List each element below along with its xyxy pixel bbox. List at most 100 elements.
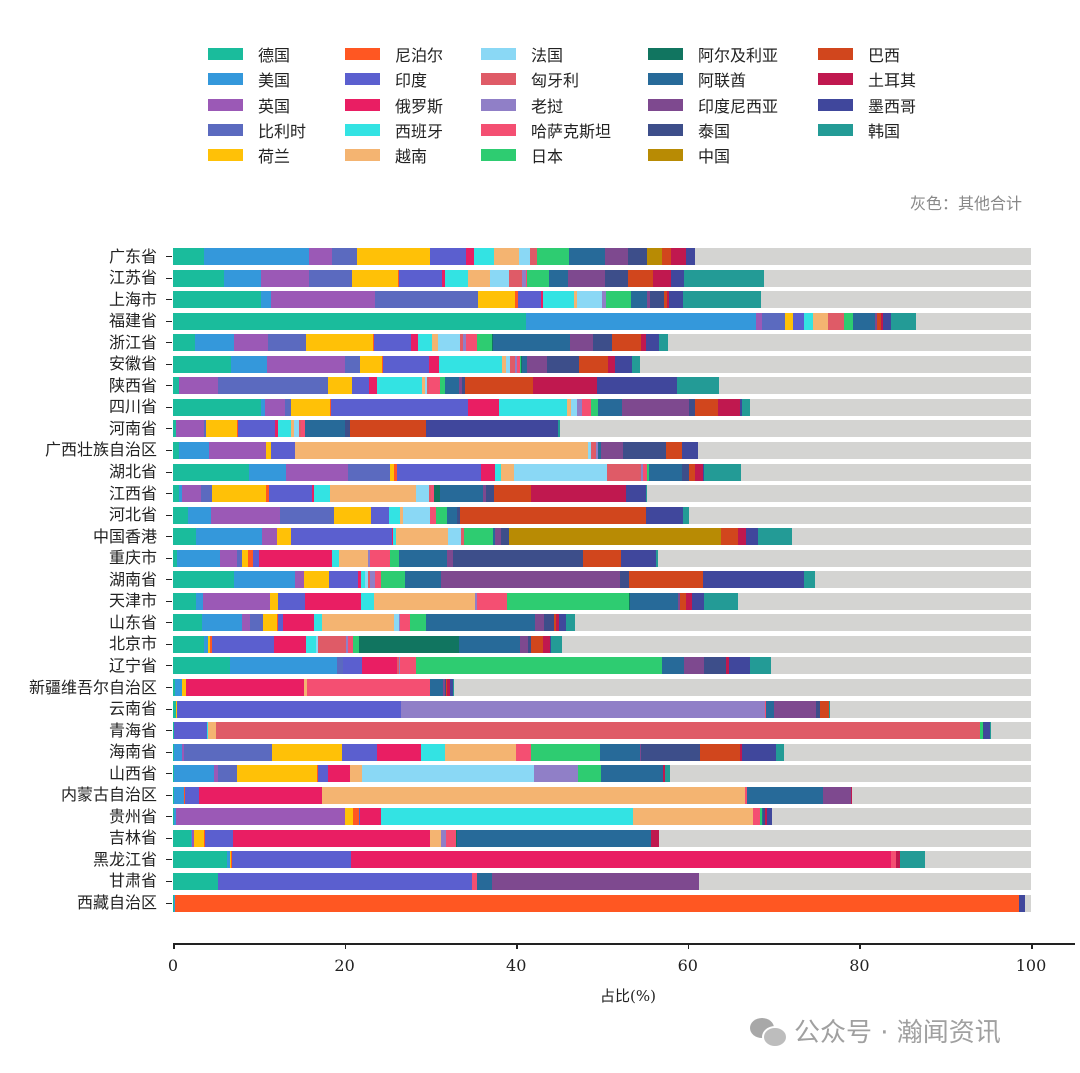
bar-segment bbox=[443, 679, 445, 696]
legend-swatch bbox=[345, 98, 380, 111]
bar-segment bbox=[415, 657, 662, 675]
bar-segment bbox=[500, 528, 510, 546]
legend-label: 越南 bbox=[395, 147, 428, 167]
bar-segment bbox=[646, 334, 660, 352]
bar-segment bbox=[203, 829, 205, 847]
bar-segment bbox=[683, 291, 761, 309]
category-label: 黑龙江省 bbox=[92, 849, 157, 869]
stacked-bar bbox=[173, 485, 1031, 503]
legend-item: 荷兰 bbox=[208, 145, 290, 166]
bar-segment bbox=[393, 528, 397, 546]
bar-segment bbox=[447, 679, 451, 696]
bar-segment bbox=[398, 614, 401, 632]
bar-segment bbox=[430, 679, 444, 696]
bar-segment bbox=[684, 657, 705, 675]
bar-segment bbox=[212, 485, 267, 503]
bar-segment bbox=[447, 506, 457, 524]
bar-segment bbox=[173, 312, 527, 330]
bar-segment bbox=[816, 700, 820, 718]
stacked-bar bbox=[173, 743, 1031, 761]
bar-segment bbox=[542, 291, 575, 309]
x-axis-label: 占比(%) bbox=[600, 987, 656, 1005]
x-tick bbox=[859, 943, 861, 949]
bar-segment bbox=[471, 872, 477, 890]
bar-segment bbox=[276, 528, 292, 546]
bar-segment bbox=[184, 786, 185, 804]
stacked-bar bbox=[173, 312, 1031, 330]
bar-segment bbox=[527, 355, 547, 373]
legend-label: 阿联酋 bbox=[698, 71, 747, 91]
bar-segment bbox=[209, 441, 266, 459]
y-tick bbox=[166, 622, 172, 624]
y-tick bbox=[166, 256, 172, 257]
y-tick bbox=[166, 880, 172, 882]
legend-item: 中国 bbox=[648, 145, 730, 166]
bar-segment bbox=[494, 463, 501, 481]
category-label: 北京市 bbox=[108, 634, 157, 654]
bar-segment bbox=[883, 312, 892, 330]
bar-segment bbox=[173, 700, 176, 718]
legend-swatch bbox=[481, 149, 516, 162]
bar-segment bbox=[493, 248, 519, 265]
bar-segment bbox=[590, 398, 598, 416]
bar-segment bbox=[389, 506, 401, 524]
bar-segment bbox=[233, 571, 295, 589]
bar-segment bbox=[577, 765, 601, 783]
category-label: 新疆维吾尔自治区 bbox=[28, 677, 157, 697]
bar-segment bbox=[628, 248, 648, 265]
legend-item: 俄罗斯 bbox=[345, 95, 443, 116]
legend-item: 德国 bbox=[208, 44, 290, 65]
bar-segment bbox=[460, 334, 463, 352]
bar-segment bbox=[625, 485, 646, 503]
bar-segment bbox=[432, 334, 439, 352]
bar-segment bbox=[596, 377, 678, 395]
bar-segment bbox=[399, 657, 401, 675]
bar-segment bbox=[631, 355, 640, 373]
bar-segment bbox=[688, 463, 696, 481]
bar-segment bbox=[853, 312, 875, 330]
bar-segment bbox=[220, 549, 238, 567]
legend-item: 阿联酋 bbox=[648, 69, 747, 91]
bar-segment bbox=[394, 614, 399, 632]
legend-item: 越南 bbox=[345, 145, 428, 167]
bar-segment bbox=[187, 506, 211, 524]
bar-segment bbox=[681, 463, 689, 481]
bar-segment bbox=[607, 355, 615, 373]
bar-segment bbox=[983, 722, 990, 740]
bar-segment bbox=[728, 657, 751, 675]
bar-segment bbox=[522, 355, 528, 373]
legend-label: 泰国 bbox=[698, 121, 731, 141]
bar-segment bbox=[425, 377, 427, 395]
bar-segment bbox=[179, 441, 210, 459]
legend-swatch bbox=[208, 48, 243, 60]
bar-segment bbox=[536, 248, 570, 265]
legend-item: 英国 bbox=[208, 95, 290, 116]
bar-segment bbox=[505, 355, 511, 373]
bar-segment bbox=[695, 463, 704, 481]
bar-segment bbox=[317, 635, 347, 653]
bar-segment bbox=[639, 743, 642, 761]
y-tick bbox=[166, 363, 172, 365]
bar-segment bbox=[349, 765, 362, 783]
bar-segment bbox=[389, 549, 400, 567]
x-tick bbox=[344, 943, 347, 949]
bar-segment bbox=[399, 549, 448, 567]
stacked-bar bbox=[173, 722, 1031, 740]
legend-label: 日本 bbox=[531, 147, 564, 167]
bar-segment bbox=[528, 635, 531, 653]
category-label: 甘肃省 bbox=[108, 871, 157, 891]
bar-segment bbox=[401, 700, 765, 718]
bar-segment bbox=[373, 592, 475, 610]
bar-segment bbox=[276, 614, 279, 632]
bar-segment bbox=[260, 398, 265, 416]
bar-segment bbox=[880, 312, 884, 330]
stacked-bar bbox=[173, 872, 1031, 890]
legend-item: 法国 bbox=[481, 44, 563, 65]
bar-segment bbox=[173, 894, 175, 912]
bar-segment bbox=[173, 765, 174, 783]
bar-segment bbox=[300, 420, 306, 438]
wechat-icon bbox=[750, 1016, 788, 1048]
bar-segment bbox=[510, 355, 516, 373]
bar-segment bbox=[663, 291, 668, 309]
watermark: 公众号 · 瀚闻资讯 bbox=[750, 1012, 1001, 1049]
